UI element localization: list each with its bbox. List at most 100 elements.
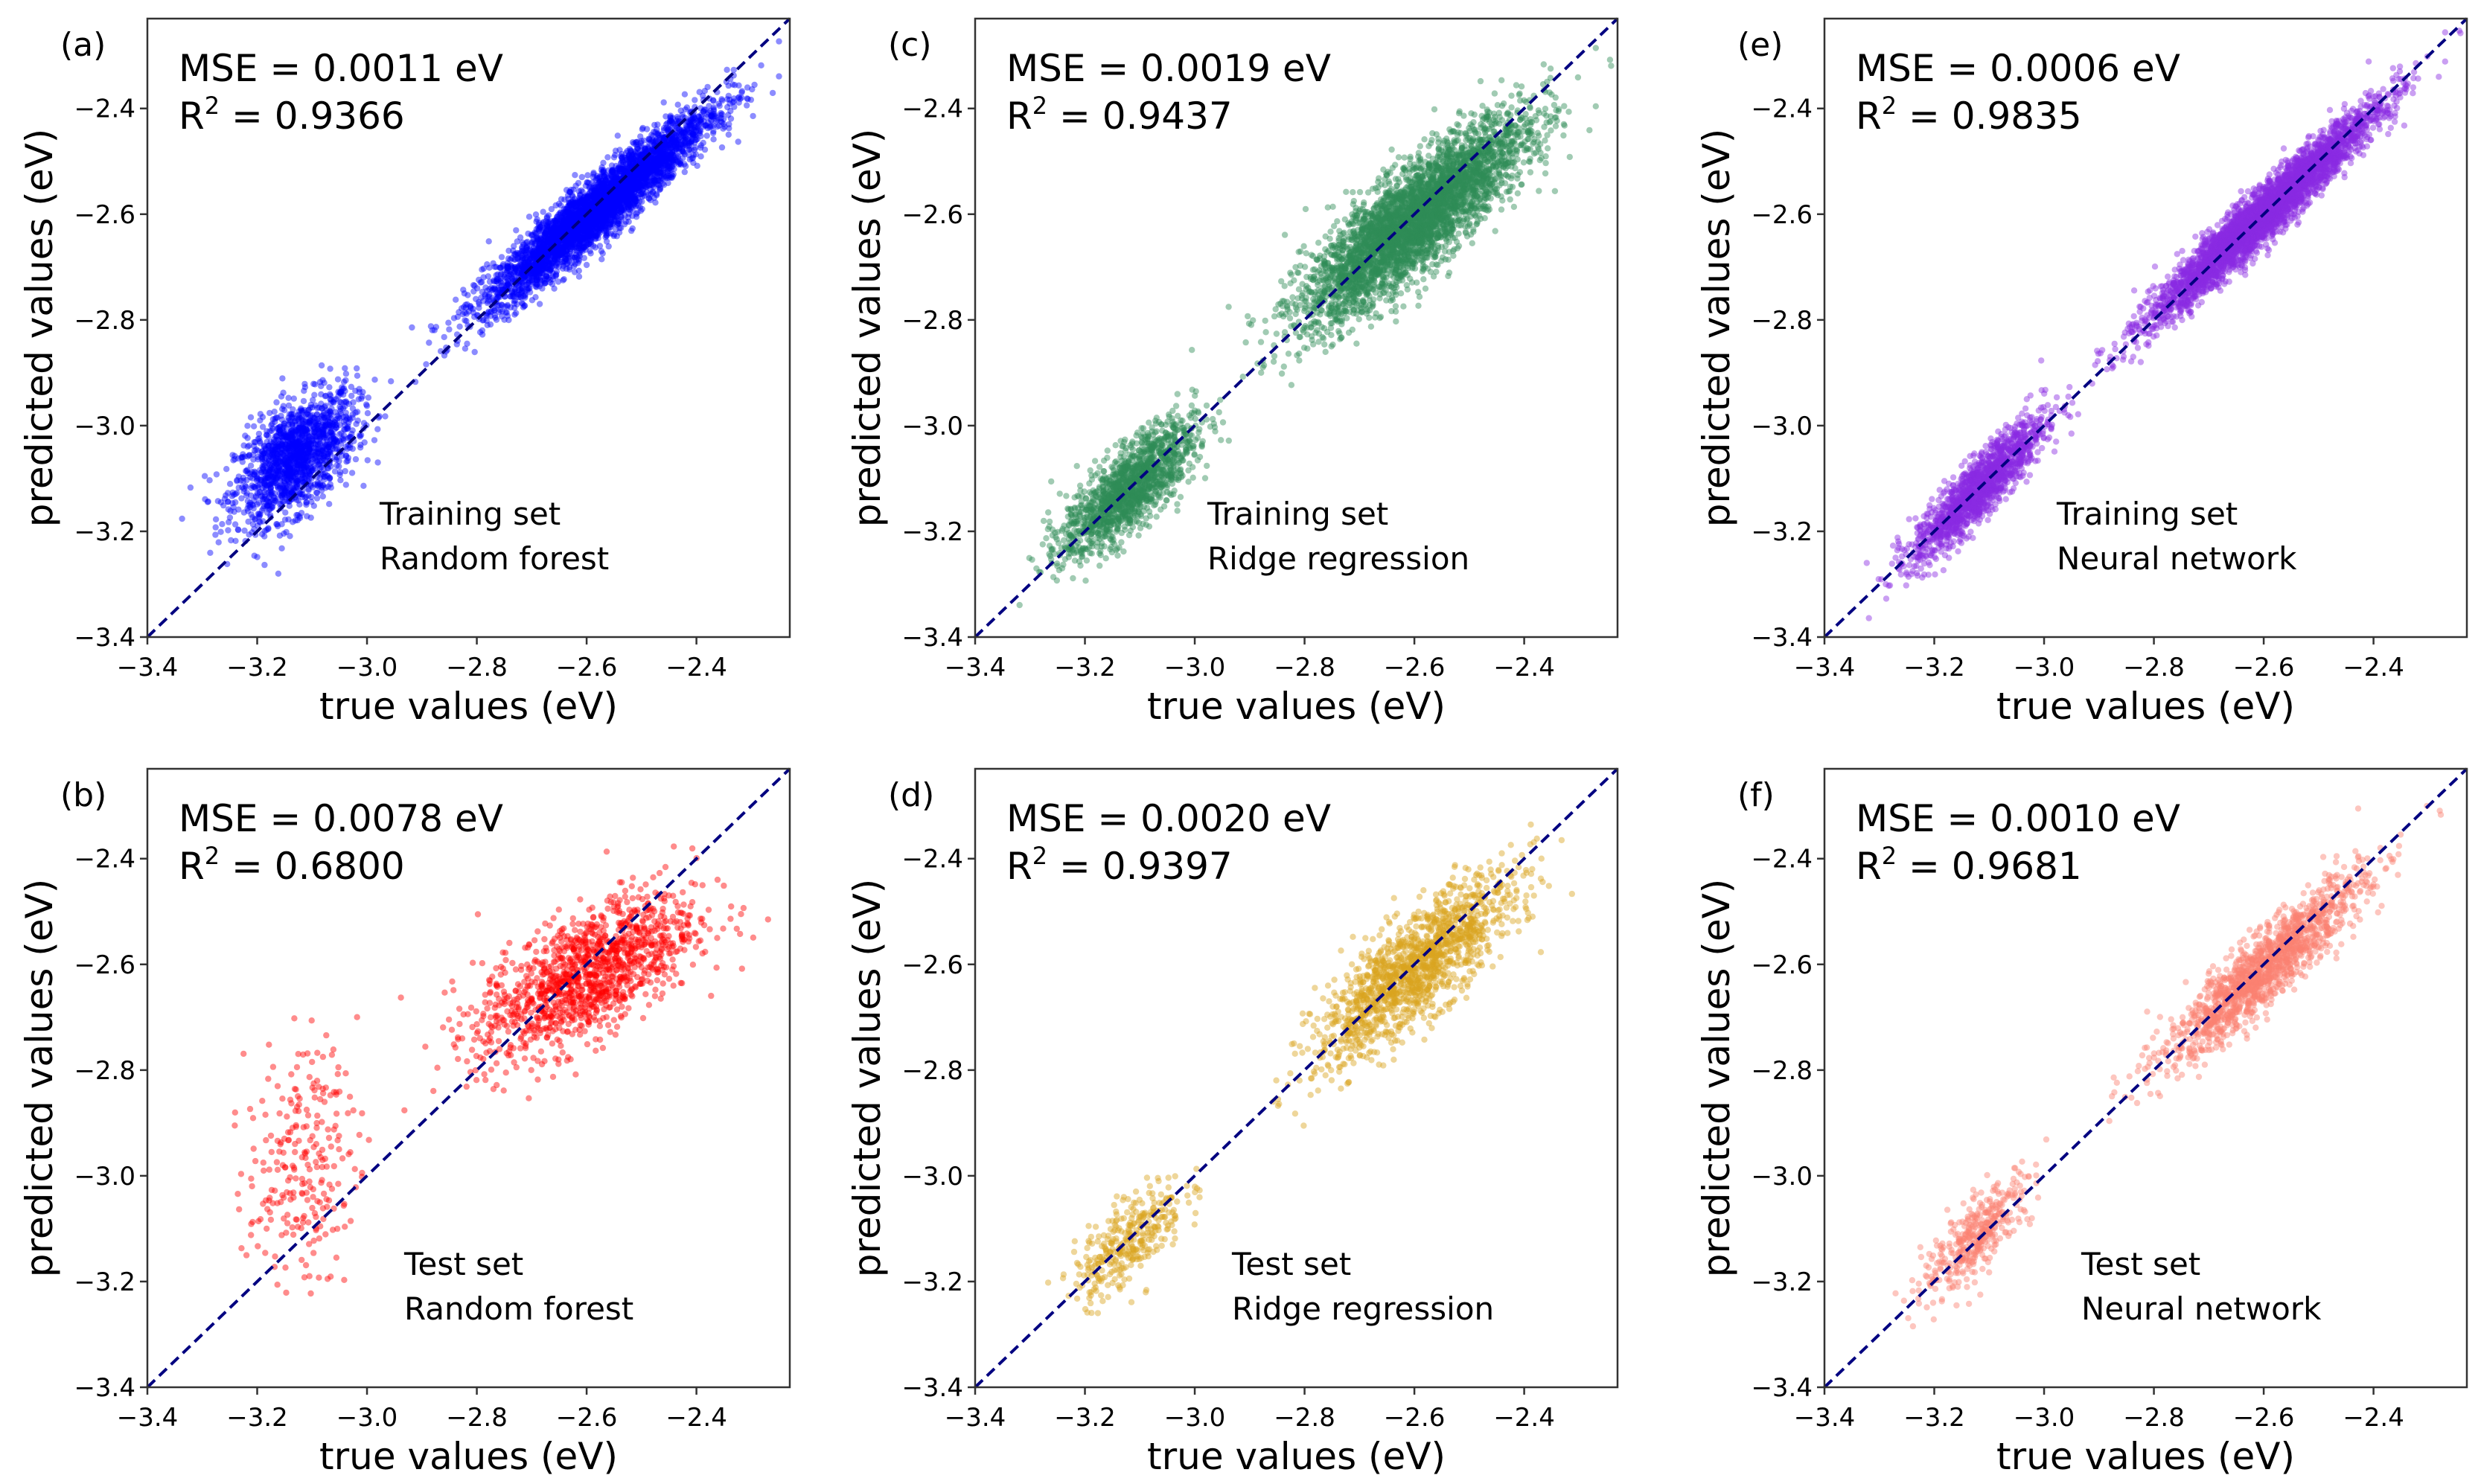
data-point <box>322 421 329 429</box>
data-point <box>278 450 284 456</box>
data-point <box>342 409 349 416</box>
data-point <box>336 398 343 406</box>
data-point <box>284 487 291 494</box>
data-point <box>318 413 325 420</box>
data-point <box>292 442 298 449</box>
data-point <box>296 513 303 520</box>
data-point <box>275 443 281 450</box>
data-point <box>382 413 389 420</box>
data-point <box>307 468 314 476</box>
data-point <box>303 425 310 432</box>
data-point <box>318 405 325 412</box>
data-point <box>290 406 296 413</box>
data-point <box>240 488 247 495</box>
data-point <box>293 470 300 478</box>
data-point <box>265 489 272 496</box>
data-point <box>288 413 296 420</box>
data-point <box>268 427 275 434</box>
data-point <box>290 448 297 455</box>
data-point <box>214 498 221 505</box>
data-point <box>275 425 281 432</box>
data-point <box>301 460 308 467</box>
data-point <box>287 466 294 473</box>
data-point <box>330 440 337 447</box>
data-point <box>296 491 303 498</box>
data-point <box>318 464 325 471</box>
data-point <box>304 426 310 434</box>
data-point <box>224 490 232 496</box>
data-point <box>318 457 325 464</box>
data-point <box>342 398 349 405</box>
data-point <box>268 505 275 511</box>
data-point <box>312 420 319 426</box>
data-point <box>301 464 308 471</box>
data-point <box>232 499 239 506</box>
data-point <box>274 521 281 528</box>
data-point <box>336 389 343 396</box>
data-point <box>262 469 269 476</box>
data-point <box>250 456 257 463</box>
data-point <box>456 323 463 330</box>
data-point <box>257 440 264 447</box>
data-point <box>293 441 300 447</box>
data-point <box>271 442 278 449</box>
data-point <box>302 418 310 424</box>
data-point <box>266 499 274 505</box>
data-point <box>313 450 321 457</box>
data-point <box>312 402 319 409</box>
data-point <box>281 530 287 537</box>
data-point <box>287 417 293 423</box>
data-point <box>322 484 329 491</box>
data-point <box>725 92 732 99</box>
data-point <box>298 432 306 439</box>
data-point <box>316 422 322 429</box>
data-point <box>269 416 276 423</box>
data-point <box>336 414 342 420</box>
data-point <box>319 447 326 455</box>
data-point <box>296 443 302 450</box>
data-point <box>238 454 246 461</box>
data-point <box>316 427 322 434</box>
data-point <box>255 435 261 443</box>
data-point <box>311 440 318 447</box>
data-point <box>290 445 297 452</box>
data-point <box>283 452 290 459</box>
data-point <box>307 418 314 424</box>
data-point <box>326 384 333 391</box>
data-point <box>272 447 278 454</box>
data-point <box>267 484 274 490</box>
data-point <box>281 467 289 474</box>
data-point <box>329 423 336 429</box>
data-point <box>363 401 370 408</box>
data-point <box>272 433 278 440</box>
data-point <box>349 411 357 418</box>
data-point <box>321 434 328 441</box>
data-point <box>583 261 590 269</box>
data-point <box>266 482 274 488</box>
data-point <box>304 458 311 464</box>
data-point <box>287 470 294 478</box>
data-point <box>581 255 587 261</box>
data-point <box>305 449 312 456</box>
data-point <box>301 428 308 435</box>
data-point <box>327 481 333 487</box>
data-point <box>240 509 247 516</box>
data-point <box>345 415 353 421</box>
data-point <box>322 403 329 409</box>
data-point <box>328 432 336 438</box>
data-point <box>246 470 254 477</box>
data-point <box>328 429 334 436</box>
data-point <box>289 421 296 429</box>
data-point <box>266 502 273 508</box>
data-point <box>303 463 310 470</box>
data-point <box>284 490 291 496</box>
data-point <box>253 446 260 453</box>
data-point <box>248 511 255 518</box>
data-point <box>314 441 322 447</box>
data-point <box>331 417 339 423</box>
data-point <box>247 462 255 469</box>
data-point <box>284 492 291 499</box>
data-point <box>244 435 251 441</box>
data-point <box>245 518 252 525</box>
data-point <box>307 482 315 489</box>
